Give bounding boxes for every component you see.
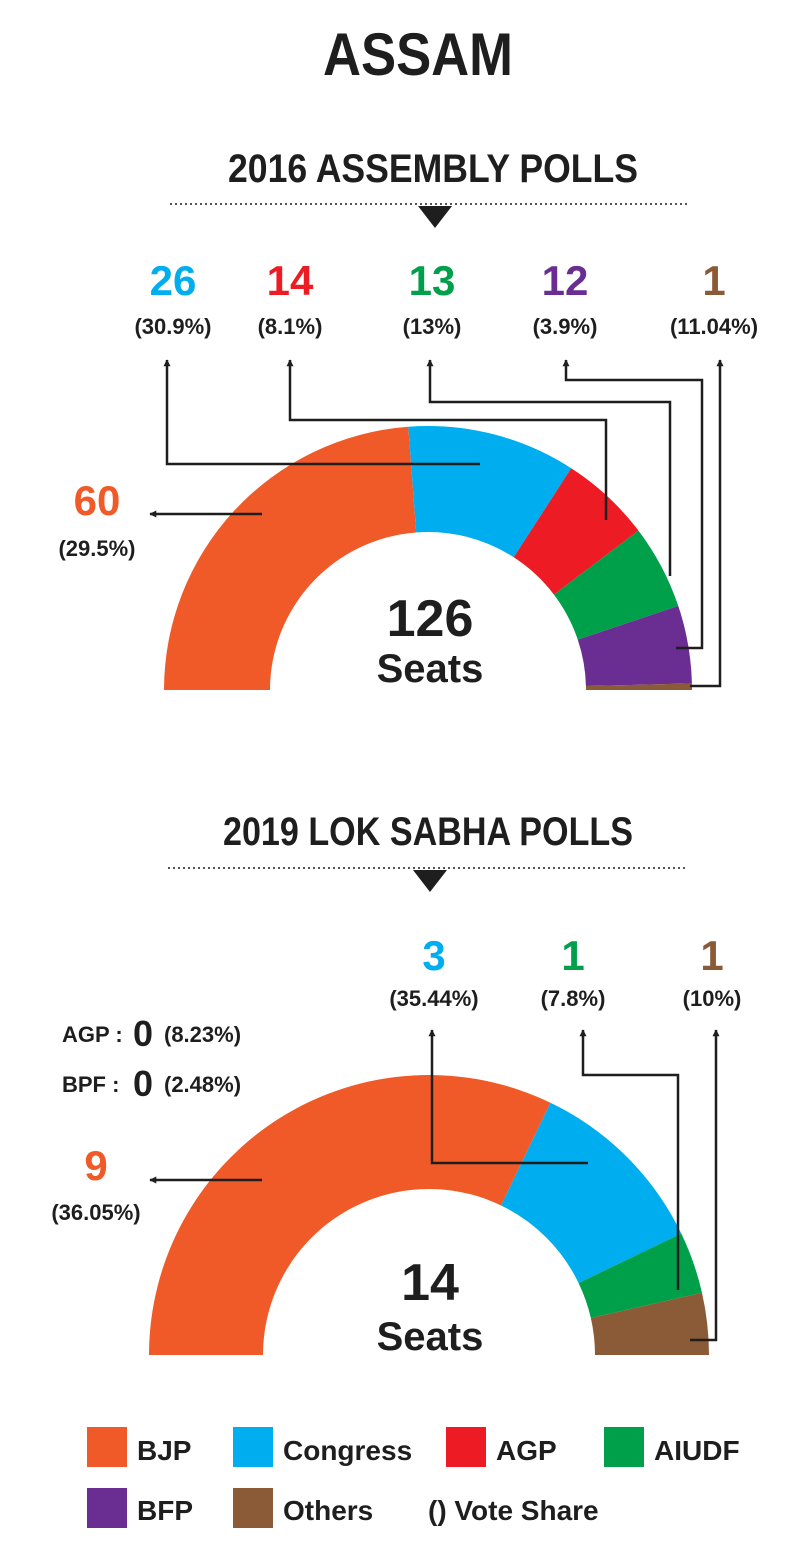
- total-seats-unit-2016: Seats: [377, 647, 484, 691]
- congress-seats-label-2019: 3: [422, 932, 445, 979]
- legend-swatch-congress: [233, 1427, 273, 1467]
- legend-label-agp: AGP: [496, 1435, 557, 1466]
- aiudf-leader-line-2016: [426, 359, 672, 576]
- chart-2019-lok-sabha: 2019 LOK SABHA POLLS 14 Seats 9 (36.05%)…: [51, 810, 741, 1359]
- aiudf-vote-share-2019: (7.8%): [541, 986, 606, 1011]
- chart-title-2016: 2016 ASSEMBLY POLLS: [228, 147, 638, 191]
- bfp-vote-share-2016: (3.9%): [533, 314, 598, 339]
- bfp-seats-label-2016: 12: [542, 257, 589, 304]
- legend-swatch-bfp: [87, 1488, 127, 1528]
- congress-vote-share-2019: (35.44%): [389, 986, 478, 1011]
- congress-leader-line-2019: [428, 1029, 588, 1165]
- donut-segment-others-2016: [585, 683, 692, 690]
- legend-vote-share-note: () Vote Share: [428, 1495, 599, 1526]
- donut-2016: [164, 426, 692, 690]
- legend-swatch-aiudf: [604, 1427, 644, 1467]
- legend-label-congress: Congress: [283, 1435, 412, 1466]
- legend-swatch-others: [233, 1488, 273, 1528]
- agp-note-vote-share: (8.23%): [164, 1022, 241, 1047]
- donut-segment-others-2019: [590, 1292, 709, 1355]
- donut-segment-bfp-2016: [577, 605, 692, 687]
- bpf-note-vote-share: (2.48%): [164, 1072, 241, 1097]
- chart-2016-assembly: 2016 ASSEMBLY POLLS 126 Seats 60 (29.5%)…: [58, 147, 758, 691]
- agp-note-seats: 0: [133, 1013, 153, 1054]
- donut-segment-aiudf-2019: [578, 1233, 702, 1319]
- others-seats-label-2016: 1: [702, 257, 725, 304]
- legend: BJP Congress AGP AIUDF BFP Others () Vot…: [87, 1427, 740, 1528]
- title-pointer-2016: [418, 206, 452, 228]
- agp-vote-share-2016: (8.1%): [258, 314, 323, 339]
- agp-note-party: AGP :: [62, 1022, 123, 1047]
- others-seats-label-2019: 1: [700, 932, 723, 979]
- page-title: ASSAM: [323, 21, 513, 88]
- congress-leader-line-2016: [163, 359, 480, 466]
- donut-segment-aiudf-2016: [553, 530, 679, 640]
- legend-swatch-agp: [446, 1427, 486, 1467]
- aiudf-vote-share-2016: (13%): [403, 314, 462, 339]
- total-seats-value-2019: 14: [401, 1254, 459, 1312]
- bjp-vote-share-2019: (36.05%): [51, 1200, 140, 1225]
- agp-leader-line-2016: [286, 359, 608, 520]
- donut-segment-bjp-2019: [149, 1075, 551, 1355]
- bjp-vote-share-2016: (29.5%): [58, 536, 135, 561]
- total-seats-unit-2019: Seats: [377, 1315, 484, 1359]
- aiudf-seats-label-2016: 13: [409, 257, 456, 304]
- others-leader-line-2016: [690, 359, 724, 688]
- legend-label-others: Others: [283, 1495, 373, 1526]
- chart-title-2019: 2019 LOK SABHA POLLS: [223, 810, 633, 854]
- others-leader-line-2019: [690, 1029, 720, 1342]
- leader-lines-2019: [149, 1029, 720, 1342]
- zero-seat-notes: AGP : 0 (8.23%) BPF : 0 (2.48%): [62, 1013, 241, 1104]
- bjp-seats-label-2019: 9: [84, 1142, 107, 1189]
- legend-swatch-bjp: [87, 1427, 127, 1467]
- others-vote-share-2019: (10%): [683, 986, 742, 1011]
- aiudf-leader-line-2019: [579, 1029, 680, 1290]
- bfp-leader-line-2016: [562, 359, 704, 650]
- legend-label-aiudf: AIUDF: [654, 1435, 740, 1466]
- legend-label-bjp: BJP: [137, 1435, 191, 1466]
- donut-2019: [149, 1075, 709, 1355]
- congress-vote-share-2016: (30.9%): [134, 314, 211, 339]
- donut-segment-congress-2016: [408, 426, 572, 558]
- bpf-note-party: BPF :: [62, 1072, 119, 1097]
- others-vote-share-2016: (11.04%): [670, 314, 758, 339]
- congress-seats-label-2016: 26: [150, 257, 197, 304]
- donut-segment-bjp-2016: [164, 426, 417, 690]
- aiudf-seats-label-2019: 1: [561, 932, 584, 979]
- bpf-note-seats: 0: [133, 1063, 153, 1104]
- legend-label-bfp: BFP: [137, 1495, 193, 1526]
- total-seats-value-2016: 126: [387, 590, 474, 648]
- agp-seats-label-2016: 14: [267, 257, 314, 304]
- donut-segment-congress-2019: [501, 1102, 682, 1283]
- title-pointer-2019: [413, 870, 447, 892]
- bjp-seats-label-2016: 60: [74, 477, 121, 524]
- donut-segment-agp-2016: [513, 468, 639, 595]
- leader-lines-2016: [149, 359, 724, 688]
